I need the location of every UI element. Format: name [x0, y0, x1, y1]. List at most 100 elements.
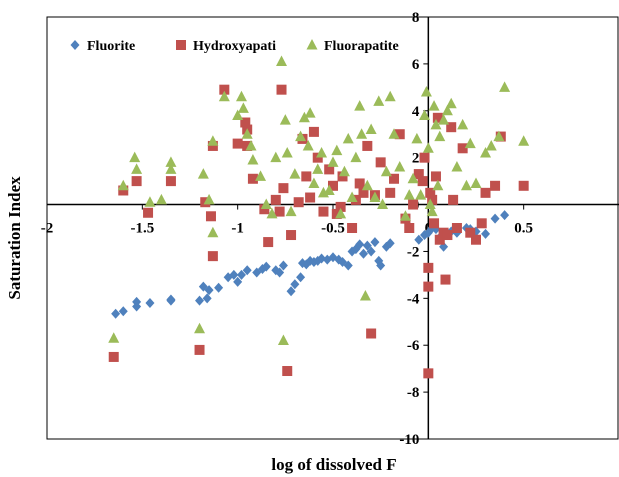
fluorapatite-point: [388, 128, 400, 139]
hydroxyapati-point: [131, 176, 142, 187]
hydroxyapati-point: [375, 157, 386, 168]
fluorapatite-point: [361, 179, 373, 191]
series-fluorite: [111, 210, 510, 319]
hydroxyapati-point: [476, 218, 487, 229]
hydroxyapati-point: [305, 192, 316, 203]
fluorapatite-point: [295, 130, 307, 142]
fluorapatite-point: [464, 137, 476, 149]
fluorite-point: [242, 265, 252, 276]
fluorapatite-point: [346, 191, 358, 203]
fluorapatite-point: [247, 154, 259, 165]
y-tick-label: -2: [407, 244, 420, 260]
y-tick-label: -6: [407, 338, 420, 354]
fluorapatite-point: [207, 135, 219, 146]
hydroxyapati-point: [165, 176, 176, 187]
x-axis-ticks: -2-1.5-1-0.500.5: [41, 204, 533, 237]
hydroxyapati-point: [366, 328, 377, 339]
fluorapatite-point: [331, 144, 343, 156]
fluorapatite-point: [308, 177, 320, 188]
hydroxyapati-point: [259, 204, 270, 215]
fluorite-point: [414, 234, 424, 245]
hydroxyapati-point: [242, 140, 253, 151]
fluorapatite-point: [279, 114, 291, 125]
fluorite-point: [111, 308, 121, 319]
legend-label-fluorapatite: Fluorapatite: [324, 39, 399, 54]
fluorite-point: [481, 228, 491, 239]
fluorapatite-point: [434, 130, 446, 142]
fluorapatite-point: [403, 189, 415, 200]
fluorite-point: [204, 285, 214, 296]
fluorapatite-point: [298, 111, 310, 123]
fluorite-point: [362, 240, 372, 251]
series-hydroxyapati: [108, 84, 529, 379]
y-tick-label: 2: [412, 151, 420, 167]
fluorapatite-point: [438, 114, 450, 125]
y-tick-label: 4: [412, 104, 420, 120]
hydroxyapati-point: [423, 281, 434, 292]
x-tick-label: 0.5: [514, 221, 533, 237]
hydroxyapati-point: [471, 234, 481, 245]
fluorapatite-point: [197, 168, 209, 179]
fluorite-point: [366, 246, 376, 257]
fluorite-point: [166, 294, 176, 305]
fluorite-point: [214, 282, 224, 293]
fluorapatite-point: [276, 55, 288, 67]
fluorapatite-point: [241, 128, 253, 139]
fluorapatite-point: [499, 81, 511, 92]
fluorapatite-point: [235, 90, 247, 102]
fluorapatite-point: [365, 123, 377, 135]
hydroxyapati-point: [419, 152, 430, 163]
hydroxyapati-point: [331, 208, 342, 219]
fluorapatite-point: [117, 179, 129, 191]
hydroxyapati-point: [276, 84, 287, 95]
fluorapatite-point: [203, 193, 215, 205]
fluorite-point: [202, 293, 212, 304]
fluorapatite-point: [359, 289, 371, 301]
legend-marker-fluorite: [70, 40, 80, 50]
hydroxyapati-point: [286, 230, 297, 241]
hydroxyapati-point: [457, 143, 468, 154]
fluorite-point: [385, 238, 395, 249]
hydroxyapati-point: [194, 344, 205, 355]
fluorapatite-point: [420, 86, 432, 97]
fluorite-point: [278, 260, 288, 271]
fluorapatite-point: [422, 142, 434, 153]
x-tick-label: -0.5: [321, 221, 345, 237]
fluorapatite-point: [419, 109, 431, 120]
fluorite-point: [195, 295, 205, 306]
fluorapatite-point: [430, 118, 442, 130]
hydroxyapati-point: [108, 351, 119, 362]
hydroxyapati-point: [465, 227, 476, 238]
fluorapatite-point: [281, 146, 293, 158]
fluorite-point: [500, 210, 510, 221]
hydroxyapati-point: [430, 171, 441, 182]
fluorapatite-point: [457, 118, 469, 130]
hydroxyapati-point: [440, 274, 451, 285]
hydroxyapati-point: [385, 187, 396, 198]
hydroxyapati-point: [118, 185, 129, 196]
fluorapatite-point: [255, 170, 267, 181]
fluorapatite-point: [480, 146, 492, 158]
fluorite-point: [145, 298, 155, 309]
hydroxyapati-point: [143, 207, 154, 218]
fluorite-point: [317, 253, 327, 264]
fluorapatite-point: [335, 207, 347, 219]
hydroxyapati-point: [324, 164, 335, 175]
fluorapatite-point: [270, 151, 282, 163]
hydroxyapati-point: [335, 201, 346, 212]
fluorite-point: [236, 269, 246, 280]
fluorapatite-point: [441, 104, 453, 116]
fluorapatite-point: [194, 322, 206, 334]
hydroxyapati-point: [490, 180, 501, 191]
fluorite-point: [286, 286, 296, 297]
x-tick-label: -1.5: [130, 221, 154, 237]
y-tick-label: -10: [399, 432, 419, 448]
fluorapatite-point: [304, 107, 316, 118]
y-tick-label: 8: [412, 10, 420, 26]
x-tick-label: -1: [231, 221, 244, 237]
fluorapatite-point: [424, 198, 436, 210]
hydroxyapati-point: [328, 180, 338, 191]
hydroxyapati-point: [293, 197, 304, 208]
fluorapatite-point: [394, 161, 406, 172]
